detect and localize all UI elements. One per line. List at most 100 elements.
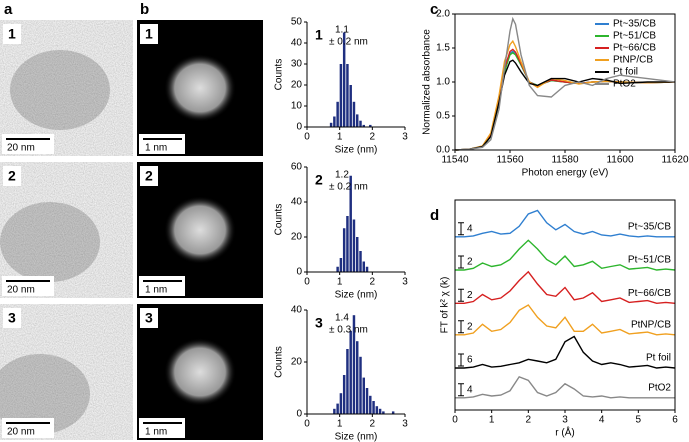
y-tick-label: 50 bbox=[291, 17, 303, 28]
y-axis-title: Counts bbox=[274, 59, 285, 91]
chart-label: 2 bbox=[315, 172, 323, 188]
particle-shadow bbox=[0, 354, 90, 434]
scale-value: 2 bbox=[467, 290, 473, 301]
series-line bbox=[455, 239, 676, 271]
histogram-bar bbox=[349, 85, 352, 127]
x-tick-label: 0 bbox=[452, 415, 458, 426]
y-tick-label: 1.5 bbox=[436, 43, 450, 54]
label-box bbox=[3, 308, 21, 328]
histogram-bar bbox=[352, 101, 356, 127]
histogram-bar bbox=[369, 124, 372, 127]
y-tick-label: 20 bbox=[291, 232, 303, 243]
histogram-bar bbox=[365, 388, 369, 414]
x-tick-label: 0 bbox=[304, 419, 310, 430]
y-tick-label: 10 bbox=[291, 101, 303, 112]
x-tick-label: 1 bbox=[337, 132, 343, 143]
x-tick-label: 2 bbox=[370, 419, 376, 430]
histogram-bar bbox=[356, 237, 359, 272]
series-line bbox=[454, 51, 676, 151]
y-axis-title: Counts bbox=[274, 204, 285, 236]
series-line bbox=[455, 335, 676, 369]
x-tick-label: 5 bbox=[636, 415, 642, 426]
x-tick-label: 0 bbox=[304, 132, 310, 143]
x-tick-label: 4 bbox=[599, 415, 605, 426]
annotation: ± 0.2 nm bbox=[329, 37, 368, 48]
histogram-bar bbox=[339, 393, 343, 414]
histogram-bar bbox=[342, 228, 346, 272]
x-tick-label: 2 bbox=[370, 132, 376, 143]
series-label: PtO2 bbox=[648, 382, 671, 393]
series-line bbox=[454, 16, 676, 151]
x-tick-label: 3 bbox=[402, 132, 408, 143]
histogram-bar bbox=[333, 408, 336, 414]
scale-label: 20 nm bbox=[7, 143, 35, 154]
x-axis-title: r (Å) bbox=[555, 426, 574, 439]
image-label: 2 bbox=[8, 168, 16, 184]
histogram-bar bbox=[346, 349, 349, 414]
y-axis-title: Counts bbox=[274, 346, 285, 378]
x-axis-title: Size (nm) bbox=[335, 432, 378, 442]
x-tick-label: 2 bbox=[370, 277, 376, 288]
axes bbox=[306, 310, 405, 415]
series-line bbox=[455, 270, 676, 305]
histogram-bar bbox=[362, 124, 365, 127]
legend-label: Pt foil bbox=[613, 67, 638, 78]
x-tick-label: 11600 bbox=[606, 155, 634, 166]
y-tick-label: 40 bbox=[291, 305, 303, 316]
histogram-bar bbox=[359, 251, 362, 272]
panel-label: a bbox=[4, 1, 13, 18]
legend-label: Pt~66/CB bbox=[613, 43, 656, 54]
panel-label: b bbox=[140, 1, 149, 18]
histogram-bar bbox=[333, 116, 336, 127]
y-tick-label: 0 bbox=[296, 409, 302, 420]
image-label: 3 bbox=[8, 310, 16, 326]
y-tick-label: 0.5 bbox=[436, 111, 450, 122]
x-tick-label: 6 bbox=[672, 415, 678, 426]
histogram-bar bbox=[378, 408, 382, 414]
label-box bbox=[140, 24, 158, 44]
histogram-bar bbox=[342, 32, 346, 127]
series-label: Pt~66/CB bbox=[628, 288, 671, 299]
y-tick-label: 40 bbox=[291, 38, 303, 49]
histogram-bar bbox=[339, 64, 343, 127]
series-label: PtNP/CB bbox=[631, 319, 671, 330]
x-tick-label: 1 bbox=[489, 415, 495, 426]
scale-label: 20 nm bbox=[7, 427, 35, 438]
histogram-bar bbox=[362, 261, 365, 272]
y-tick-label: 2.0 bbox=[436, 9, 450, 20]
legend-label: Pt~51/CB bbox=[613, 31, 656, 42]
scale-marker bbox=[458, 320, 464, 334]
histogram-bar bbox=[352, 315, 356, 414]
y-tick-label: 40 bbox=[291, 197, 303, 208]
histogram-bar bbox=[375, 406, 379, 414]
label-box bbox=[140, 166, 158, 186]
x-tick-label: 11540 bbox=[441, 155, 469, 166]
annotation: ± 0.3 nm bbox=[329, 325, 368, 336]
y-tick-label: 20 bbox=[291, 357, 303, 368]
panel-label: d bbox=[430, 207, 439, 224]
histogram-bar bbox=[359, 120, 362, 127]
plot-frame bbox=[454, 199, 676, 411]
scale-label: 1 nm bbox=[145, 285, 167, 296]
image-label: 2 bbox=[145, 168, 153, 184]
histogram-bar bbox=[352, 219, 356, 272]
label-box bbox=[3, 166, 21, 186]
x-tick-label: 11580 bbox=[551, 155, 579, 166]
x-tick-label: 2 bbox=[526, 415, 532, 426]
scale-value: 4 bbox=[467, 384, 473, 395]
x-tick-label: 11560 bbox=[496, 155, 524, 166]
histogram-bar bbox=[356, 114, 359, 127]
x-tick-label: 1 bbox=[337, 277, 343, 288]
scale-marker bbox=[458, 288, 464, 302]
scale-value: 2 bbox=[467, 321, 473, 332]
axes bbox=[306, 167, 405, 273]
histogram-bar bbox=[336, 266, 339, 272]
histogram-bar bbox=[329, 122, 333, 127]
annotation: 1.4 bbox=[335, 313, 349, 324]
histogram-bar bbox=[336, 403, 339, 414]
histogram-bar bbox=[346, 64, 349, 127]
histogram-bar bbox=[362, 377, 365, 414]
scale-value: 4 bbox=[467, 223, 473, 234]
histogram-bar bbox=[339, 258, 343, 272]
